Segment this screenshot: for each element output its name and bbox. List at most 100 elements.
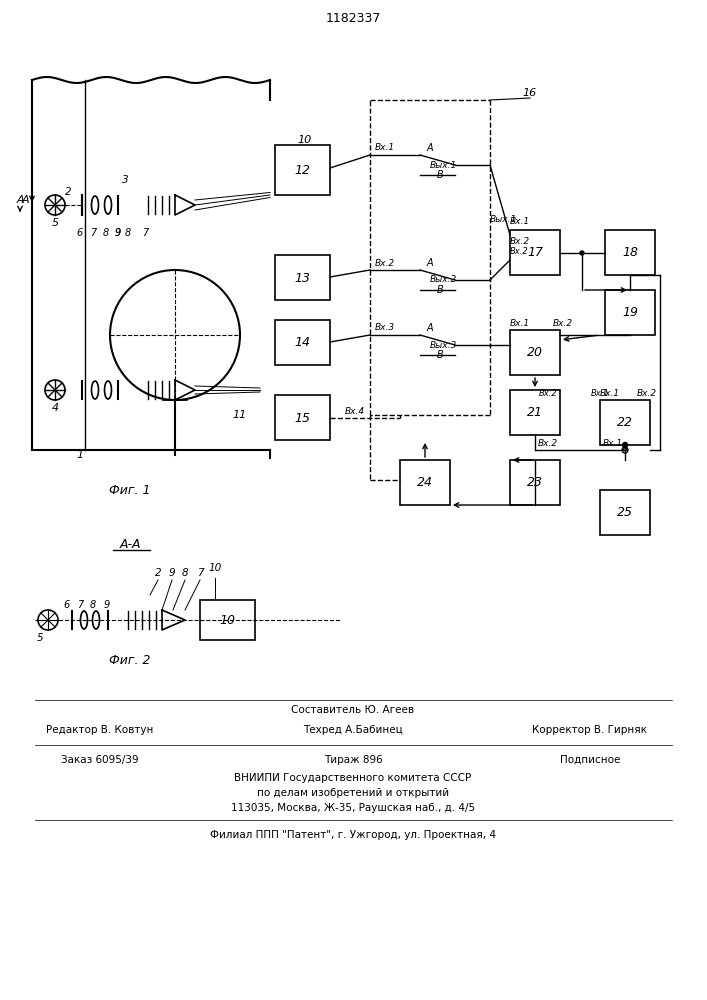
Text: Вх.1: Вх.1 [603, 440, 623, 448]
Bar [605, 290, 655, 335]
Text: Вых.1: Вых.1 [430, 160, 457, 169]
Bar [600, 400, 650, 445]
Text: 23: 23 [527, 477, 543, 489]
Text: 3: 3 [122, 175, 128, 185]
Text: 7: 7 [142, 228, 148, 238]
Text: Вх.1: Вх.1 [375, 143, 395, 152]
Text: Вх.1: Вх.1 [600, 388, 620, 397]
Ellipse shape [91, 196, 98, 214]
Text: Вх.2: Вх.2 [375, 258, 395, 267]
Text: Корректор В. Гирняк: Корректор В. Гирняк [532, 725, 648, 735]
Text: 8: 8 [125, 228, 131, 238]
Text: 18: 18 [622, 246, 638, 259]
Text: Фиг. 2: Фиг. 2 [110, 654, 151, 666]
Text: 8: 8 [103, 228, 109, 238]
Text: Вых.1: Вых.1 [490, 216, 518, 225]
Text: 24: 24 [417, 477, 433, 489]
Ellipse shape [91, 381, 98, 399]
Text: 16: 16 [523, 88, 537, 98]
Text: 8: 8 [182, 568, 188, 578]
Bar [605, 230, 655, 275]
Text: 7: 7 [77, 600, 83, 610]
Bar [510, 330, 560, 375]
Text: 14: 14 [294, 336, 310, 350]
Text: 9: 9 [115, 228, 121, 238]
Text: Вх.2: Вх.2 [553, 318, 573, 328]
Bar [275, 320, 330, 365]
Text: 1182337: 1182337 [325, 11, 380, 24]
Text: Филиал ППП "Патент", г. Ужгород, ул. Проектная, 4: Филиал ППП "Патент", г. Ужгород, ул. Про… [210, 830, 496, 840]
Text: Вых.3: Вых.3 [430, 340, 457, 350]
Text: 2: 2 [64, 187, 71, 197]
Text: Вх.2: Вх.2 [538, 440, 558, 448]
Bar [275, 255, 330, 300]
Text: A: A [21, 195, 29, 205]
Text: A: A [16, 195, 24, 205]
Text: Вх.2: Вх.2 [539, 389, 557, 398]
Text: Подписное: Подписное [560, 755, 620, 765]
Ellipse shape [93, 611, 100, 629]
Text: Вх.1: Вх.1 [510, 218, 530, 227]
Bar [275, 145, 330, 195]
Text: Вх.2: Вх.2 [510, 237, 530, 246]
Circle shape [580, 251, 584, 255]
Text: 20: 20 [527, 347, 543, 360]
Bar [600, 490, 650, 535]
Text: 19: 19 [622, 306, 638, 320]
Text: 21: 21 [527, 406, 543, 420]
Circle shape [45, 195, 65, 215]
Text: B: B [437, 350, 443, 360]
Text: 22: 22 [617, 416, 633, 430]
Text: 10: 10 [298, 135, 312, 145]
Text: 4: 4 [52, 403, 59, 413]
Text: Вых.2: Вых.2 [430, 275, 457, 284]
Circle shape [622, 447, 628, 453]
Text: Вх.2: Вх.2 [510, 247, 529, 256]
Text: 11: 11 [233, 410, 247, 420]
Text: Вх.2: Вх.2 [637, 388, 657, 397]
Text: 113035, Москва, Ж-35, Раушская наб., д. 4/5: 113035, Москва, Ж-35, Раушская наб., д. … [231, 803, 475, 813]
Bar [400, 460, 450, 505]
Text: по делам изобретений и открытий: по делам изобретений и открытий [257, 788, 449, 798]
Text: А-А: А-А [119, 538, 141, 552]
Text: Вх.3: Вх.3 [375, 324, 395, 332]
Text: 9: 9 [115, 228, 121, 238]
Text: Тираж 896: Тираж 896 [324, 755, 382, 765]
Text: A: A [427, 143, 433, 153]
Text: 2: 2 [155, 568, 161, 578]
Text: 17: 17 [527, 246, 543, 259]
Text: 7: 7 [90, 228, 96, 238]
Text: 8: 8 [90, 600, 96, 610]
Ellipse shape [81, 611, 88, 629]
Bar [510, 390, 560, 435]
Text: Вх.4: Вх.4 [345, 408, 365, 416]
Circle shape [45, 380, 65, 400]
Text: 1: 1 [76, 450, 83, 460]
Bar [510, 230, 560, 275]
Text: Техред А.Бабинец: Техред А.Бабинец [303, 725, 403, 735]
Circle shape [38, 610, 58, 630]
Text: Фиг. 1: Фиг. 1 [110, 484, 151, 496]
Text: 9: 9 [169, 568, 175, 578]
Text: 5: 5 [37, 633, 43, 643]
Text: 5: 5 [52, 218, 59, 228]
Text: 9: 9 [104, 600, 110, 610]
Circle shape [622, 442, 628, 448]
Text: A: A [427, 323, 433, 333]
Text: 10: 10 [219, 613, 235, 626]
Text: 13: 13 [294, 271, 310, 284]
Text: Заказ 6095/39: Заказ 6095/39 [62, 755, 139, 765]
Bar [200, 600, 255, 640]
Text: ВНИИПИ Государственного комитета СССР: ВНИИПИ Государственного комитета СССР [235, 773, 472, 783]
Ellipse shape [105, 381, 112, 399]
Text: B: B [437, 285, 443, 295]
Text: 25: 25 [617, 506, 633, 520]
Bar [510, 460, 560, 505]
Text: Вх.1: Вх.1 [590, 389, 609, 398]
Text: A: A [427, 258, 433, 268]
Text: Редактор В. Ковтун: Редактор В. Ковтун [47, 725, 153, 735]
Ellipse shape [105, 196, 112, 214]
Text: Составитель Ю. Агеев: Составитель Ю. Агеев [291, 705, 414, 715]
Text: B: B [437, 170, 443, 180]
Text: 6: 6 [64, 600, 70, 610]
